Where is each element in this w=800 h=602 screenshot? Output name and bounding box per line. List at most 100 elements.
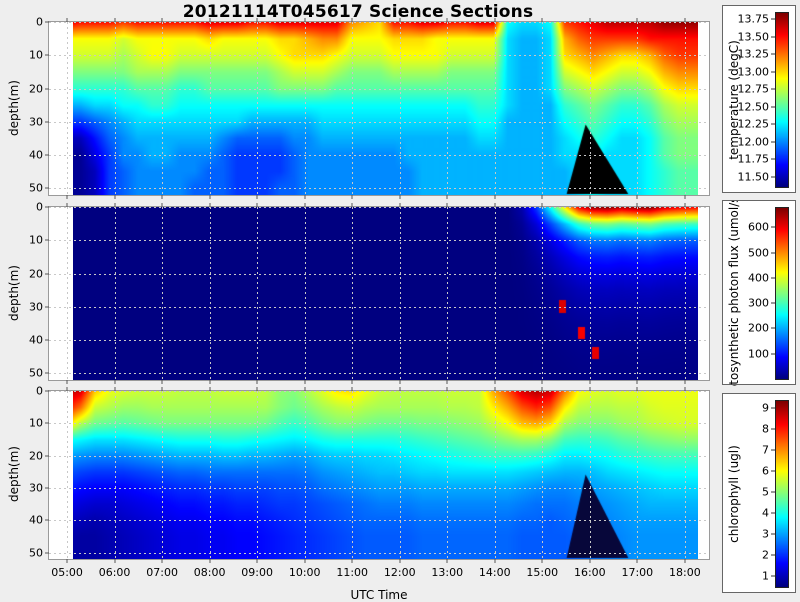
temperature-section-ytick-label: 30 [29,115,43,129]
xtick-mark-top [351,203,353,207]
temperature-section-colorbar-tick-label: 11.75 [737,152,770,166]
xtick-mark [66,195,68,199]
xtick-mark-top [446,387,448,391]
chlorophyll-section-heatmap [73,391,698,559]
xtick-mark [446,559,448,563]
temperature-section-ytick-label: 50 [29,181,43,195]
chlorophyll-section-colorbar-tick-mark [771,575,775,577]
par-section-colorbar-tick-label: 500 [748,246,769,260]
temperature-section-colorbar-label-clip: temperature (degC) [725,6,743,194]
chlorophyll-section-colorbar-tick-label: 3 [762,527,769,541]
chlorophyll-section-ytick-label: 40 [29,513,43,527]
xtick-mark [636,195,638,199]
temperature-section-colorbar-tick-label: 12.25 [737,117,770,131]
chlorophyll-section-ytick-mark [45,455,49,457]
par-section-colorbar-gradient [775,207,789,380]
xtick-label: 07:00 [146,566,178,579]
temperature-section-ytick-mark [45,154,49,156]
chlorophyll-section-colorbar-tick-mark [771,491,775,493]
chlorophyll-section-colorbar-tick-mark [771,533,775,535]
par-section-ytick-label: 50 [29,366,43,380]
xtick-mark-top [684,203,686,207]
par-section-ytick-label: 0 [36,200,43,214]
chlorophyll-section-colorbar-tick-label: 1 [762,569,769,583]
temperature-section-ytick-mark [45,21,49,23]
xtick-mark [66,380,68,384]
xtick-mark-top [399,18,401,22]
par-section-ytick-label: 40 [29,333,43,347]
chlorophyll-section-colorbar-tick-label: 4 [762,506,769,520]
chlorophyll-section-colorbar-tick-mark [771,512,775,514]
xtick-mark [446,195,448,199]
xtick-mark [209,380,211,384]
par-section-colorbar-tick-mark [771,327,775,329]
xtick-mark-top [209,18,211,22]
xtick-mark [304,380,306,384]
temperature-section-panel: 0 10 20 30 40 50 [29,16,710,199]
xtick-mark [589,380,591,384]
xtick-mark [161,380,163,384]
chlorophyll-section-ytick-mark [45,422,49,424]
xtick-label: 09:00 [241,566,273,579]
chlorophyll-section-ytick-mark [45,519,49,521]
chlorophyll-section-colorbar-tick-label: 7 [762,443,769,457]
xtick-label: 12:00 [383,566,416,579]
temperature-section-colorbar-tick-mark [771,123,775,125]
chlorophyll-section-colorbar-tick-label: 9 [762,401,769,415]
par-section-colorbar-tick-label: 200 [748,321,769,335]
xtick-label: 16:00 [573,566,606,579]
temperature-section-colorbar-tick-label: 13.25 [737,47,770,61]
xtick-mark-top [304,18,306,22]
xtick-mark-top [161,203,163,207]
temperature-section-heatmap [73,22,698,195]
xtick-mark [541,380,543,384]
temperature-section-colorbar-gradient [775,12,789,188]
xtick-mark [541,559,543,563]
chlorophyll-section-ytick-label: 10 [29,416,43,430]
xtick-mark [209,559,211,563]
xtick-mark [494,380,496,384]
chlorophyll-section-colorbar-tick-label: 6 [762,464,769,478]
xtick-mark [114,195,116,199]
xtick-mark [494,559,496,563]
xtick-mark-top [304,203,306,207]
xtick-mark-top [636,387,638,391]
chlorophyll-section-colorbar-tick-label: 8 [762,422,769,436]
chlorophyll-section-colorbar-tick-mark [771,554,775,556]
xtick-mark-top [446,18,448,22]
xtick-label: 15:00 [526,566,559,579]
xtick-mark-top [304,387,306,391]
par-section-ytick-label: 20 [29,267,43,281]
xtick-mark [399,559,401,563]
xtick-mark-top [256,387,258,391]
par-section-colorbar: 100 200 300 400 500 600 photosynthetic photon … [722,200,796,386]
par-section-colorbar-tick-label: 600 [748,220,769,234]
temperature-section-ytick-mark [45,88,49,90]
par-section-colorbar-tick-label: 100 [748,347,769,361]
chlorophyll-section-colorbar-label-clip: chlorophyll (ugl) [725,394,743,594]
xtick-mark [399,195,401,199]
temperature-section-colorbar-tick-label: 12.75 [737,82,770,96]
temperature-section-colorbar-tick-label: 13.75 [737,12,770,26]
xtick-label: 18:00 [669,566,701,579]
par-section-plot-area [49,207,709,380]
y-axis-label: depth(m) [7,264,21,321]
temperature-section-ytick-label: 10 [29,48,43,62]
xtick-mark-top [114,387,116,391]
xtick-mark [351,559,353,563]
xtick-mark-top [636,203,638,207]
xtick-mark [589,559,591,563]
temperature-section-ytick-mark [45,121,49,123]
xtick-label: 17:00 [621,566,654,579]
xtick-mark [256,559,258,563]
xtick-mark [161,195,163,199]
par-section-colorbar-tick-mark [771,302,775,304]
xtick-mark [636,559,638,563]
par-section-ytick-mark [45,273,49,275]
xtick-mark-top [351,18,353,22]
par-section-ytick-label: 10 [29,233,43,247]
par-section-colorbar-label: photosynthetic photon flux (umol/s/m [727,201,741,386]
par-section-heatmap [73,207,698,380]
par-section-colorbar-tick-mark [771,226,775,228]
figure-title: 20121114T045617 Science Sections [182,2,534,22]
